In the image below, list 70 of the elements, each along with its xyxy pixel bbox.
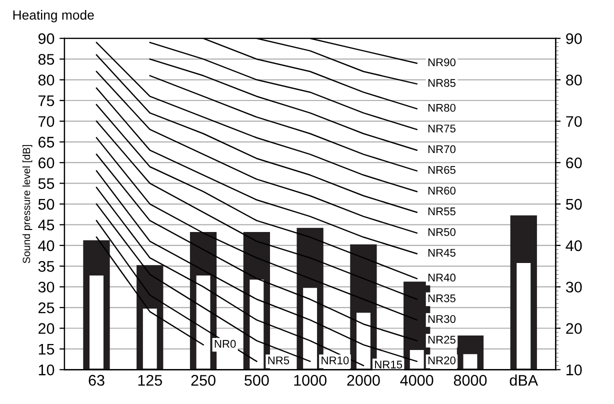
line-series <box>149 58 418 151</box>
y-tick-label: 20 <box>38 323 54 334</box>
series-label: NR60 <box>428 186 456 195</box>
y2-tick-label: 10 <box>566 364 582 376</box>
line-series <box>96 186 364 366</box>
series-label: NR30 <box>428 315 456 323</box>
line-series <box>96 203 311 362</box>
x-tick-label: 8000 <box>454 374 487 386</box>
x-tick-label: 250 <box>191 374 216 386</box>
y-tick-label: 15 <box>38 344 54 355</box>
series-label: NR50 <box>428 228 456 236</box>
line-series <box>96 70 418 234</box>
series-label: NR10 <box>322 356 349 364</box>
line-series <box>96 87 418 254</box>
x-tick-label: dBA <box>510 374 538 386</box>
y-axis-title: Sound pressure level [dB] <box>22 145 32 264</box>
line-series <box>96 54 418 213</box>
y2-tick-label: 40 <box>566 240 582 252</box>
line-series <box>96 120 418 300</box>
y-tick-label: 85 <box>38 54 54 65</box>
y-tick-label: 90 <box>38 33 54 44</box>
series-label: NR65 <box>428 166 456 174</box>
line-series <box>149 42 418 130</box>
y-tick-label: 25 <box>38 302 54 314</box>
y-tick-label: 60 <box>38 157 54 168</box>
y2-tick-label: 50 <box>566 198 582 210</box>
y-tick-label: 35 <box>38 261 54 272</box>
series-label: NR15 <box>375 360 402 368</box>
y-tick-label: 70 <box>38 116 54 127</box>
series-label: NR0 <box>214 340 236 348</box>
series-label: NR40 <box>428 274 456 282</box>
line-series <box>96 42 418 192</box>
series-label: NR35 <box>428 294 456 302</box>
x-tick-label: 63 <box>88 374 104 386</box>
y-tick-label: 55 <box>38 178 54 189</box>
y2-tick-label: 30 <box>566 282 582 293</box>
y2-tick-label: 60 <box>566 157 582 168</box>
series-label: NR90 <box>428 58 456 66</box>
y-tick-label: 30 <box>38 282 54 293</box>
y2-tick-label: 70 <box>566 116 582 127</box>
line-series <box>96 154 418 342</box>
series-label: NR20 <box>428 356 456 364</box>
x-tick-label: 4000 <box>400 374 434 386</box>
series-label: NR80 <box>428 104 456 112</box>
x-tick-label: 1000 <box>294 374 326 386</box>
y-tick-label: 10 <box>38 364 54 376</box>
x-tick-label: 2000 <box>347 374 380 386</box>
y-tick-label: 75 <box>38 96 54 106</box>
y2-tick-label: 90 <box>566 33 582 44</box>
y-tick-label: 45 <box>38 220 54 230</box>
y2-tick-label: 20 <box>566 323 582 334</box>
y-tick-label: 80 <box>38 74 54 86</box>
line-series <box>96 220 258 362</box>
chart-title: Heating mode <box>13 10 94 22</box>
y-tick-label: 40 <box>38 240 54 252</box>
series-label: NR85 <box>428 79 456 87</box>
line-series <box>96 137 418 321</box>
y-tick-label: 50 <box>38 198 54 210</box>
y2-tick-label: 80 <box>566 74 582 86</box>
series-label: NR25 <box>428 336 456 344</box>
x-tick-label: 125 <box>138 374 162 386</box>
y-tick-label: 65 <box>38 136 54 148</box>
series-label: NR75 <box>428 124 456 132</box>
series-label: NR55 <box>428 208 456 216</box>
series-label: NR70 <box>428 145 456 154</box>
series-label: NR5 <box>268 356 290 364</box>
series-label: NR45 <box>428 248 456 257</box>
line-series <box>96 104 418 280</box>
x-tick-label: 500 <box>244 374 269 386</box>
line-series <box>149 75 418 172</box>
